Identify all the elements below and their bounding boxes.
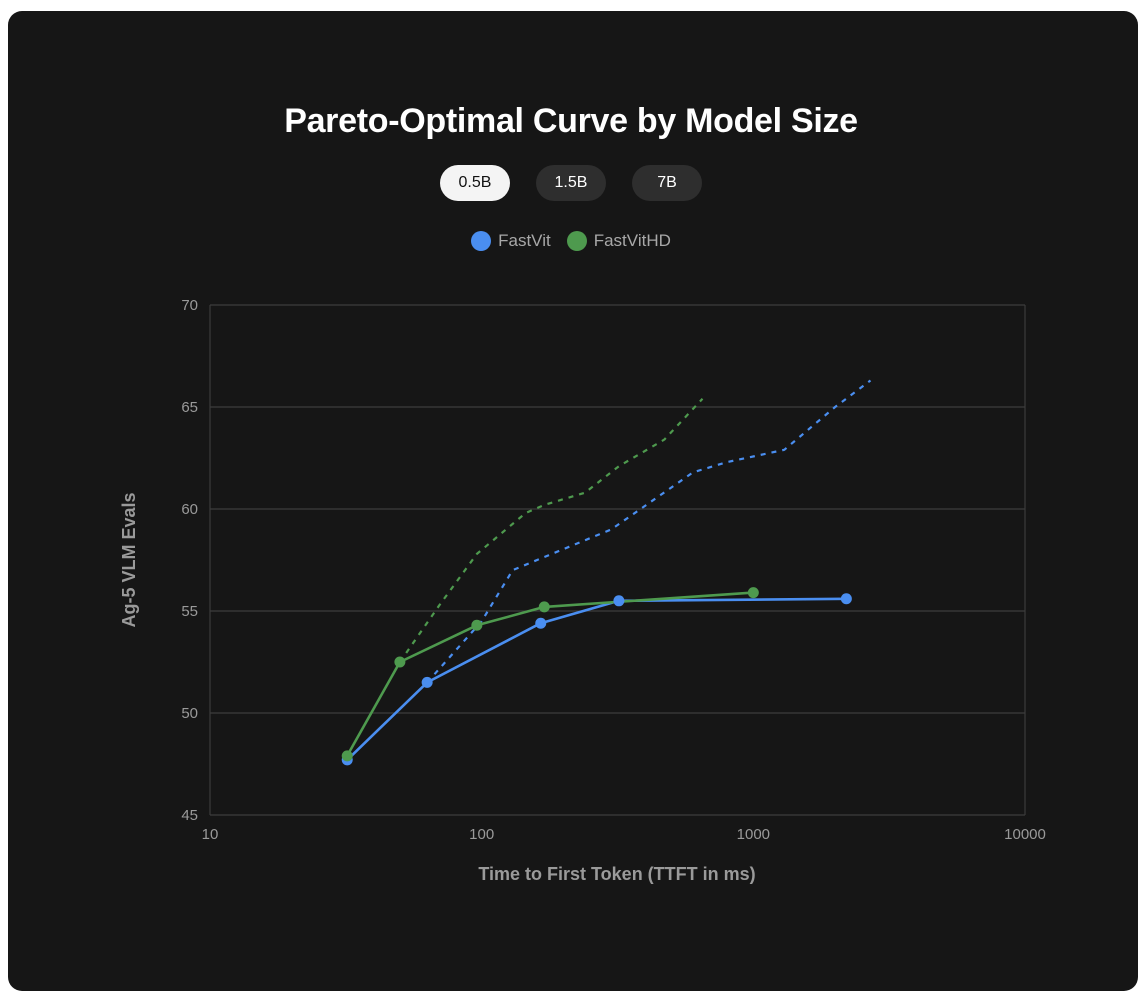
- x-axis-title: Time to First Token (TTFT in ms): [478, 864, 755, 884]
- tab-0-5b[interactable]: 0.5B: [440, 165, 510, 201]
- y-tick-label: 45: [181, 807, 198, 824]
- data-point-fastvit: [613, 595, 625, 607]
- legend-swatch-fastvithd: [566, 231, 587, 251]
- model-size-tabs: 0.5B 1.5B 7B: [0, 165, 1142, 201]
- legend-item-fastvit[interactable]: FastVit: [471, 231, 551, 251]
- data-point-fastvithd: [471, 619, 483, 631]
- data-point-fastvit: [840, 593, 852, 605]
- x-tick-label: 1000: [737, 826, 770, 843]
- chart-legend: FastVit FastVitHD: [0, 231, 1142, 251]
- legend-item-fastvithd[interactable]: FastVitHD: [566, 231, 671, 251]
- y-tick-label: 65: [181, 399, 198, 416]
- legend-swatch-fastvit: [471, 231, 492, 251]
- y-tick-label: 50: [181, 705, 198, 722]
- data-point-fastvithd: [538, 601, 550, 613]
- series-layer: [341, 379, 872, 766]
- series-line-fastvithd: [346, 591, 754, 757]
- data-point-fastvit: [421, 676, 433, 688]
- grid-layer: [209, 304, 1026, 816]
- tick-layer: 45 50 55 60 65 70 10 100 1000 10000: [181, 297, 1046, 843]
- legend-label-fastvit: FastVit: [498, 231, 551, 250]
- y-tick-label: 55: [181, 603, 198, 620]
- tab-7b[interactable]: 7B: [632, 165, 702, 201]
- data-point-fastvit: [535, 617, 547, 629]
- chart-title: Pareto-Optimal Curve by Model Size: [284, 102, 858, 140]
- tab-1-5b[interactable]: 1.5B: [536, 165, 606, 201]
- series-line-fastvit-dashed: [426, 379, 872, 684]
- data-point-fastvithd: [747, 587, 759, 599]
- y-axis-title: Ag-5 VLM Evals: [119, 492, 139, 627]
- y-tick-label: 70: [181, 297, 198, 314]
- legend-label-fastvithd: FastVitHD: [593, 231, 671, 250]
- data-point-fastvithd: [341, 750, 353, 762]
- data-point-fastvithd: [394, 656, 406, 668]
- x-tick-label: 10000: [1004, 826, 1046, 843]
- series-line-fastvit: [346, 597, 847, 761]
- x-tick-label: 100: [469, 826, 494, 843]
- x-tick-label: 10: [202, 826, 219, 843]
- series-line-fastvithd-dashed: [398, 398, 704, 663]
- y-tick-label: 60: [181, 501, 198, 518]
